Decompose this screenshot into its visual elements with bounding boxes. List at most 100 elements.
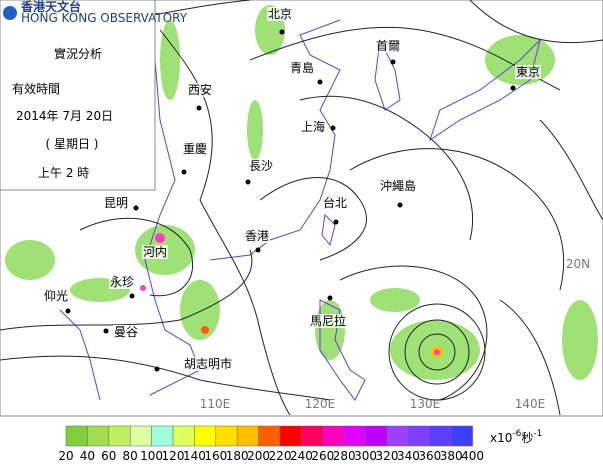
colorbar-swatch <box>172 425 195 447</box>
colorbar-swatch <box>408 425 431 447</box>
city-dot <box>196 105 202 111</box>
logo-icon <box>3 6 17 20</box>
info-box <box>0 0 156 191</box>
time: 上午 2 時 <box>38 166 89 180</box>
colorbar-label: 20 <box>58 449 73 463</box>
city-label-bg <box>267 7 293 21</box>
city-label: 長沙 <box>249 159 273 173</box>
city-label-bg <box>300 120 326 134</box>
city-label: 馬尼拉 <box>310 313 346 328</box>
city-dot <box>103 328 109 334</box>
colorbar-swatch <box>65 425 88 447</box>
title: 實況分析 <box>54 46 102 61</box>
colorbar-swatch <box>108 425 131 447</box>
city-label: 胡志明市 <box>184 356 232 371</box>
city-label: 青島 <box>290 60 314 75</box>
logo-cn: 香港天文台 <box>20 0 81 14</box>
city-label-bg <box>322 196 348 210</box>
city-label-bg <box>375 39 401 53</box>
city-label-bg <box>309 314 347 328</box>
city-label: 永珍 <box>110 275 134 289</box>
grid-label: 140E <box>515 397 546 411</box>
city-label-bg <box>187 83 213 97</box>
city-label-bg <box>109 275 135 289</box>
logo-en: HONG KONG OBSERVATORY <box>21 11 188 25</box>
colorbar-label: 140 <box>183 449 206 463</box>
city-label-bg <box>103 196 129 210</box>
colorbar-swatch <box>429 425 452 447</box>
colorbar-swatch <box>236 425 259 447</box>
city-label: 香港 <box>245 229 269 243</box>
city-label: 上海 <box>301 119 325 134</box>
colorbar-swatch <box>365 425 388 447</box>
city-label: 台北 <box>323 195 347 210</box>
unit-exp2: -1 <box>533 429 542 439</box>
unit-exp: -6 <box>512 429 521 439</box>
city-label: 北京 <box>268 7 292 21</box>
city-dot <box>245 179 251 185</box>
city-label-bg <box>183 357 233 371</box>
unit: x10-6秒-1 <box>490 429 542 445</box>
colorbar-label: 40 <box>80 449 95 463</box>
unit-base: x10 <box>490 431 512 445</box>
grid-label: 110E <box>200 397 231 411</box>
colorbar-swatch <box>279 425 302 447</box>
date: 2014年 7月 20日 <box>16 109 113 123</box>
city-label-bg <box>43 289 69 303</box>
colorbar-swatch <box>386 425 409 447</box>
colorbar-swatch <box>129 425 152 447</box>
colorbar-label: 400 <box>461 449 484 463</box>
city-label: 西安 <box>188 82 212 97</box>
city-dot <box>129 293 135 299</box>
city-label-bg <box>289 61 315 75</box>
city-label: 首爾 <box>376 39 400 53</box>
city-label-bg <box>244 229 270 243</box>
colorbar-label: 380 <box>440 449 463 463</box>
colorbar-label: 360 <box>418 449 441 463</box>
colorbar-swatch <box>450 425 473 447</box>
colorbar-label: 240 <box>290 449 313 463</box>
city-label: 曼谷 <box>114 325 138 339</box>
colorbar-label: 80 <box>123 449 138 463</box>
city-label-bg <box>379 179 417 193</box>
unit-mid: 秒 <box>521 431 533 445</box>
city-dot <box>390 59 396 65</box>
colorbar-label: 320 <box>376 449 399 463</box>
colorbar-label: 220 <box>269 449 292 463</box>
city-dot <box>255 247 261 253</box>
city-dot <box>327 295 333 301</box>
colorbar-swatch <box>343 425 366 447</box>
colorbar-label: 300 <box>354 449 377 463</box>
city-dot <box>133 205 139 211</box>
city-dot <box>397 202 403 208</box>
city-dot <box>333 219 339 225</box>
city-label-bg <box>142 245 168 259</box>
city-label: 沖繩島 <box>380 178 416 193</box>
colorbar-label: 120 <box>162 449 185 463</box>
colorbar-swatch <box>87 425 110 447</box>
city-dot <box>65 308 71 314</box>
vorticity-peaks <box>140 233 443 358</box>
city-label-bg <box>248 159 274 173</box>
colorbar-swatch <box>215 425 238 447</box>
colorbar-swatch <box>322 425 345 447</box>
city-label-bg <box>113 325 139 339</box>
city-dot <box>330 125 336 131</box>
city-label: 仰光 <box>44 288 68 303</box>
valid-label: 有效時間 <box>12 81 60 96</box>
city-dot <box>317 79 323 85</box>
colorbar-label: 180 <box>226 449 249 463</box>
grid-label: 120E <box>305 397 336 411</box>
city-label-bg <box>515 65 541 79</box>
colorbar-label: 160 <box>204 449 227 463</box>
weekday: ( 星期日 ) <box>46 137 99 151</box>
colorbar-label: 280 <box>333 449 356 463</box>
city-label: 東京 <box>516 65 540 79</box>
colorbar-swatch <box>258 425 281 447</box>
colorbar-label: 60 <box>101 449 116 463</box>
city-label-bg <box>182 142 208 156</box>
city-label: 重慶 <box>183 142 207 156</box>
colorbar-label: 100 <box>140 449 163 463</box>
city-dot <box>154 366 160 372</box>
